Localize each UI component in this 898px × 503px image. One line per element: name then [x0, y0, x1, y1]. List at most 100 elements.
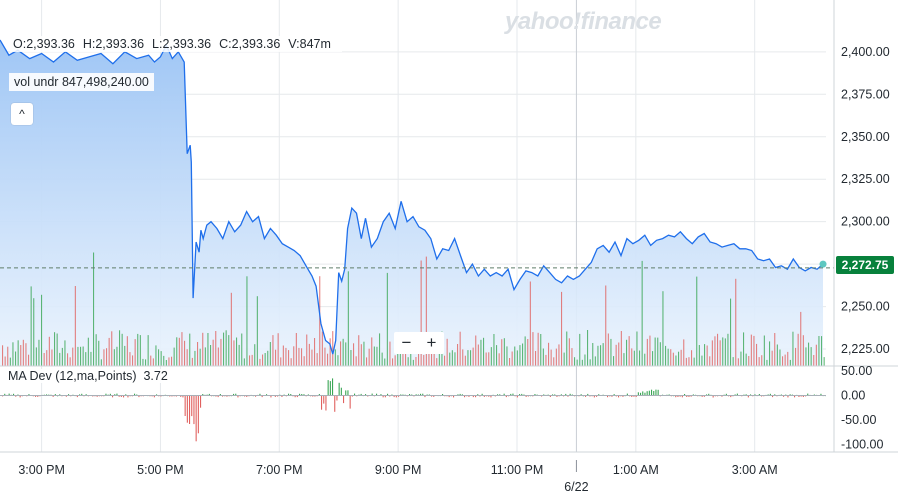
y-tick-label: 2,400.00 [841, 45, 890, 59]
x-tick-label: 11:00 PM [491, 463, 544, 477]
ma-dev-bar [85, 394, 87, 396]
ma-dev-bar [798, 395, 800, 397]
ma-dev-bar [389, 395, 391, 397]
volume-bar [678, 351, 680, 366]
volume-bar [652, 351, 654, 366]
ma-dev-bar [541, 395, 543, 397]
ma-dev-bar [675, 395, 677, 398]
volume-bar [20, 345, 22, 366]
ma-dev-bar [312, 395, 314, 397]
ma-dev-bar [644, 392, 646, 396]
volume-bar [587, 330, 589, 366]
ma-dev-bar [468, 395, 470, 397]
study-y-tick-label: -50.00 [841, 413, 876, 427]
volume-bar [168, 357, 170, 366]
volume-bar [815, 344, 817, 366]
volume-bars [2, 252, 825, 366]
ma-dev-bar [387, 393, 389, 396]
ma-dev-bar [37, 395, 39, 397]
zoom-out-button[interactable]: − [401, 333, 412, 352]
volume-bar [381, 352, 383, 366]
volume-bar [389, 341, 391, 366]
ma-dev-bar [708, 393, 710, 396]
ma-dev-bar [772, 395, 774, 398]
ma-dev-bar [244, 395, 246, 397]
ma-dev-bar [345, 390, 347, 396]
volume-bar [514, 346, 516, 366]
ma-dev-bar [235, 393, 237, 396]
volume-bar [77, 346, 79, 366]
ma-dev-bar [318, 394, 320, 396]
price-line-path [0, 39, 824, 355]
price-line [0, 39, 834, 355]
volume-bar [771, 350, 773, 366]
volume-bar [711, 340, 713, 366]
volume-bar [415, 357, 417, 366]
ma-dev-bar [28, 394, 30, 396]
volume-bar [233, 340, 235, 366]
ma-dev-bar [651, 389, 653, 396]
ma-dev-bar [120, 395, 122, 397]
ma-dev-bar [701, 395, 703, 397]
volume-bar [324, 347, 326, 366]
volume-bar [626, 339, 628, 366]
volume-bar [132, 355, 134, 366]
ma-dev-bar [237, 395, 239, 398]
volume-bar [228, 335, 230, 366]
volume-bar [121, 333, 123, 366]
ma-dev-bar [393, 395, 395, 398]
ma-dev-bar [347, 390, 349, 396]
volume-bar [480, 339, 482, 366]
ma-dev-bar [367, 395, 369, 397]
collapse-button[interactable]: ^ [11, 103, 33, 125]
y-tick-label: 2,350.00 [841, 130, 890, 144]
ma-dev-bar [76, 395, 78, 398]
volume-bar [579, 333, 581, 366]
ma-dev-bar [200, 395, 202, 408]
ma-dev-bar [226, 395, 228, 397]
ma-dev-bar [611, 395, 613, 397]
volume-bar [2, 345, 4, 366]
ma-dev-bar [266, 394, 268, 396]
volume-bar [821, 336, 823, 366]
volume-bar [750, 334, 752, 366]
volume-bar [189, 333, 191, 366]
volume-bar [488, 352, 490, 366]
ma-dev-bar [747, 395, 749, 398]
ma-dev-bar [648, 390, 650, 396]
study-label[interactable]: MA Dev (12,ma,Points) 3.72 [6, 369, 170, 383]
volume-bar [784, 354, 786, 366]
ma-dev-bar [169, 395, 171, 397]
volume-bar [301, 348, 303, 366]
volume-bar [574, 357, 576, 366]
volume-bar [33, 298, 35, 366]
volume-bar [243, 358, 245, 366]
volume-bar [371, 337, 373, 366]
x-tick-label: 3:00 AM [732, 463, 778, 477]
ma-dev-bar [261, 395, 263, 398]
ma-dev-bar [736, 393, 738, 396]
ma-dev-bar [767, 394, 769, 396]
ma-dev-bar [613, 394, 615, 396]
zoom-in-button[interactable]: + [426, 333, 437, 352]
yahoo-finance-watermark: yahoo!finance [505, 8, 662, 35]
volume-bar [124, 345, 126, 366]
x-tick-label: 9:00 PM [375, 463, 422, 477]
ma-dev-bar [692, 394, 694, 396]
volume-bar [376, 346, 378, 366]
volume-bar [753, 335, 755, 366]
ma-dev-bar [800, 395, 802, 397]
ma-dev-bar [338, 382, 340, 396]
ma-dev-bar [415, 394, 417, 396]
ma-dev-bar [417, 394, 419, 396]
volume-bar [756, 343, 758, 366]
ma-dev-bar [189, 395, 191, 424]
ma-dev-bar [184, 395, 186, 416]
ma-dev-bar [290, 394, 292, 396]
volume-bar [347, 271, 349, 366]
price-area-fill [0, 40, 824, 366]
volume-bar [321, 331, 323, 366]
ma-dev-bar [409, 394, 411, 396]
